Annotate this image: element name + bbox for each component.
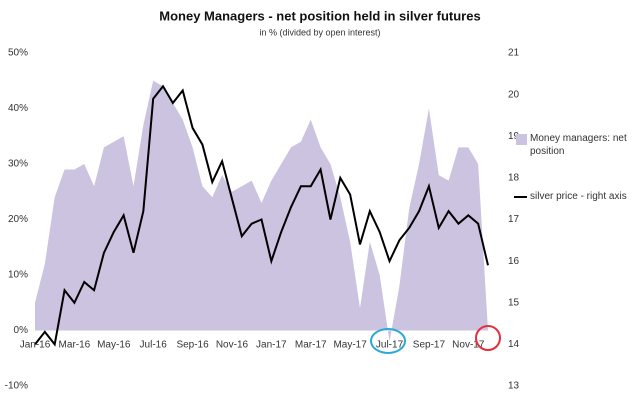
x-tick-label: Jul-16 xyxy=(140,340,168,351)
y2-tick-label: 21 xyxy=(508,48,520,59)
annotation-circle xyxy=(370,328,406,354)
chart-subtitle: in % (divided by open interest) xyxy=(259,27,380,37)
chart-title: Money Managers - net position held in si… xyxy=(159,8,480,23)
y2-tick-label: 14 xyxy=(508,339,520,350)
x-tick-label: May-17 xyxy=(333,340,367,351)
x-tick-label: Nov-16 xyxy=(216,340,249,351)
y-tick-label: 40% xyxy=(8,103,28,114)
y2-tick-label: 17 xyxy=(508,214,520,225)
line xyxy=(34,84,489,347)
y-tick-label: 20% xyxy=(8,214,28,225)
x-tick-label: Nov-17 xyxy=(452,340,485,351)
x-tick-label: Jan-16 xyxy=(20,340,51,351)
y2-tick-label: 13 xyxy=(508,381,520,392)
y-tick-label: 10% xyxy=(8,270,28,281)
legend-item: Money managers: net position xyxy=(516,132,638,158)
legend-swatch xyxy=(514,196,527,198)
y2-tick-label: 15 xyxy=(508,297,520,308)
legend-swatch xyxy=(516,134,527,145)
y-tick-label: -10% xyxy=(5,381,28,392)
x-tick-label: Jul-17 xyxy=(376,340,404,351)
x-tick-label: Mar-17 xyxy=(295,340,327,351)
x-tick-label: Sep-17 xyxy=(413,340,446,351)
y-tick-label: 30% xyxy=(8,159,28,170)
x-tick-label: May-16 xyxy=(97,340,131,351)
legend-label: silver price - right axis xyxy=(530,191,627,202)
y-tick-label: 50% xyxy=(8,48,28,59)
x-tick-label: Sep-16 xyxy=(176,340,209,351)
x-tick-label: Jan-17 xyxy=(256,340,287,351)
y2-tick-label: 19 xyxy=(508,131,520,142)
annotation-circle xyxy=(475,325,501,351)
y-tick-label: 0% xyxy=(14,325,29,336)
y2-tick-label: 20 xyxy=(508,89,520,100)
y2-tick-label: 18 xyxy=(508,173,520,184)
legend-label: Money managers: net position xyxy=(530,133,627,157)
legend-item: silver price - right axis xyxy=(514,190,638,203)
x-tick-label: Mar-16 xyxy=(59,340,91,351)
y2-tick-label: 16 xyxy=(508,256,520,267)
